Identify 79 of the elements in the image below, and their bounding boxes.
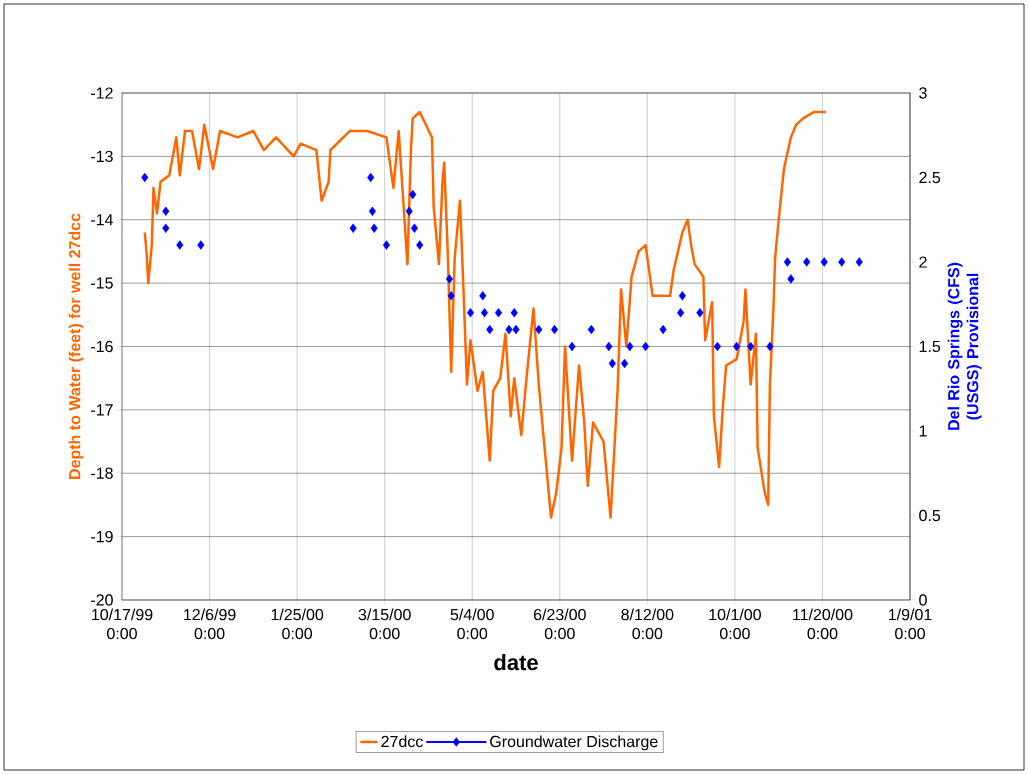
point bbox=[409, 189, 417, 200]
point bbox=[410, 223, 418, 233]
y-tick-label: -18 bbox=[91, 467, 113, 479]
y2-tick-label: 3 bbox=[919, 87, 927, 99]
y-tick-label: -14 bbox=[91, 214, 114, 226]
x-tick-label: 10/17/99 0:00 bbox=[92, 608, 153, 640]
y-tick-label: -16 bbox=[91, 340, 113, 353]
y-tick-label: -13 bbox=[91, 150, 113, 163]
point bbox=[370, 223, 378, 233]
point bbox=[535, 324, 543, 335]
point bbox=[766, 341, 774, 352]
y-tick-label: -19 bbox=[91, 530, 113, 543]
y-tick-label: -17 bbox=[91, 404, 113, 416]
point bbox=[608, 358, 616, 369]
point bbox=[494, 308, 503, 318]
point bbox=[733, 341, 741, 352]
point bbox=[176, 240, 184, 250]
x-tick-label: 1/9/01 0:00 bbox=[888, 608, 932, 640]
point bbox=[445, 274, 454, 284]
y-axis-title: Depth to Water (feet) for well 27dcc bbox=[68, 213, 84, 479]
point bbox=[486, 324, 494, 335]
point bbox=[820, 257, 828, 267]
point bbox=[677, 308, 685, 318]
point bbox=[480, 308, 489, 318]
y2-tick-label: 0 bbox=[919, 594, 927, 606]
point bbox=[512, 324, 520, 335]
point bbox=[713, 341, 721, 352]
x-tick-label: 1/25/00 0:00 bbox=[271, 608, 324, 640]
point bbox=[382, 240, 390, 250]
y-tick-label: -15 bbox=[91, 277, 113, 289]
point bbox=[747, 341, 755, 352]
point bbox=[838, 257, 846, 267]
point bbox=[367, 172, 375, 183]
y2-tick-label: 0.5 bbox=[919, 509, 941, 522]
point bbox=[479, 291, 487, 301]
point bbox=[550, 324, 559, 335]
x-tick-label: 10/1/00 0:00 bbox=[709, 608, 761, 640]
y2-tick-label: 1.5 bbox=[919, 340, 941, 353]
point bbox=[587, 324, 595, 335]
point bbox=[466, 308, 475, 318]
x-tick-label: 5/4/00 0:00 bbox=[450, 608, 494, 640]
point bbox=[510, 308, 518, 318]
point bbox=[783, 257, 791, 267]
x-tick-label: 12/6/99 0:00 bbox=[184, 608, 236, 640]
point bbox=[642, 341, 650, 352]
y2-tick-label: 2 bbox=[919, 256, 927, 268]
point bbox=[447, 291, 455, 301]
point bbox=[162, 223, 170, 233]
x-tick-label: 8/12/00 0:00 bbox=[621, 608, 674, 640]
y2-tick-label: 2.5 bbox=[919, 171, 941, 184]
x-axis-title: date bbox=[494, 654, 538, 671]
y2-axis-title: Del Rio Springs (CFS) (USGS) Provisional bbox=[947, 262, 982, 430]
point bbox=[141, 172, 149, 183]
point bbox=[659, 324, 667, 335]
x-tick-label: 3/15/00 0:00 bbox=[358, 608, 411, 640]
x-tick-label: 11/20/00 0:00 bbox=[793, 608, 853, 640]
y-tick-label: -12 bbox=[91, 87, 113, 99]
point bbox=[696, 308, 704, 318]
line-series bbox=[143, 110, 828, 519]
point bbox=[405, 206, 413, 216]
point bbox=[855, 257, 863, 267]
point bbox=[605, 341, 613, 352]
point bbox=[162, 206, 170, 216]
point bbox=[678, 291, 686, 301]
point bbox=[787, 274, 795, 284]
point bbox=[416, 240, 424, 250]
y2-tick-label: 1 bbox=[919, 425, 927, 437]
point bbox=[568, 341, 576, 352]
y-tick-label: -20 bbox=[91, 594, 113, 606]
legend-label: Groundwater Discharge bbox=[490, 735, 658, 751]
point bbox=[197, 240, 205, 250]
point bbox=[368, 206, 376, 216]
legend-label: 27dcc bbox=[381, 735, 423, 748]
point bbox=[803, 257, 811, 267]
point bbox=[505, 324, 513, 335]
point bbox=[621, 358, 629, 369]
point bbox=[626, 341, 634, 352]
point bbox=[349, 223, 357, 233]
x-tick-label: 6/23/00 0:00 bbox=[533, 608, 586, 640]
